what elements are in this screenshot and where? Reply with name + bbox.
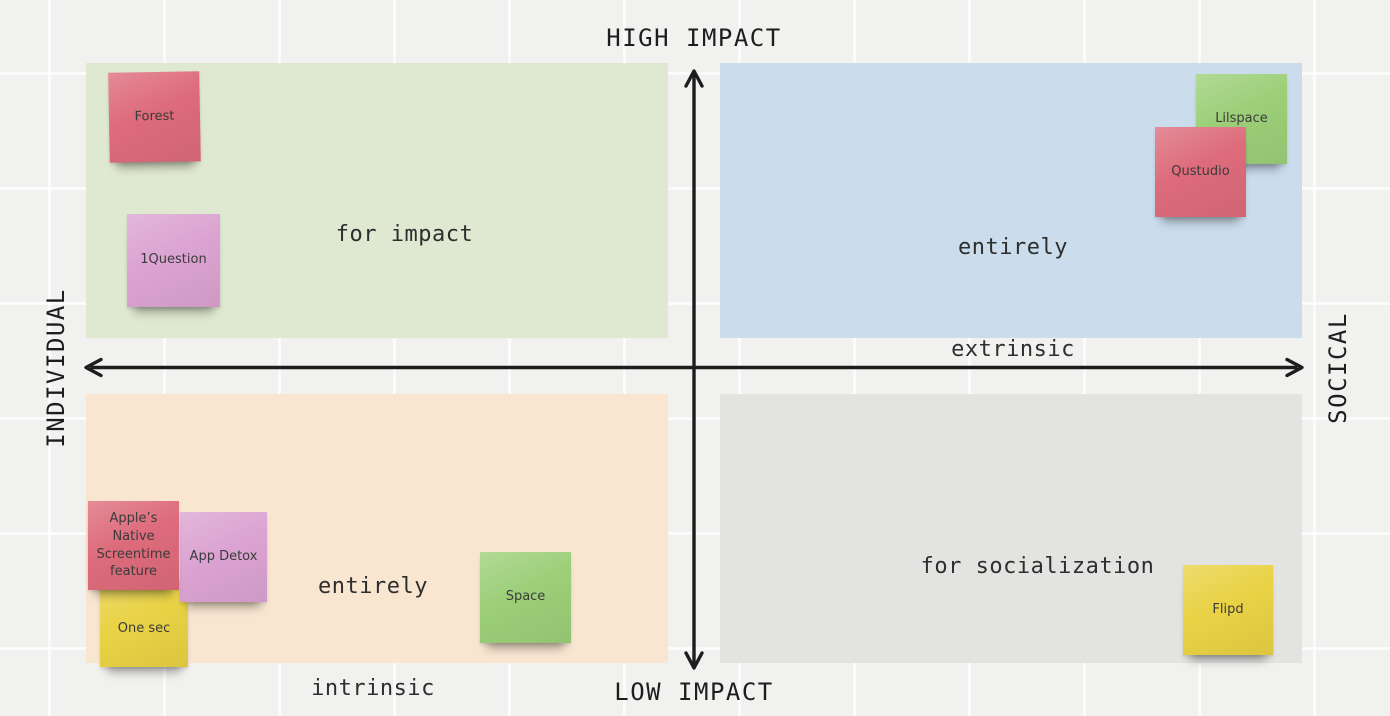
- sticky-note-apples-screentime[interactable]: Apple’s Native Screentime feature: [88, 501, 179, 590]
- sticky-note-label: App Detox: [189, 548, 258, 564]
- quadrant-label-for-impact: for impact: [227, 184, 527, 286]
- quadrant-label-text: for socialization: [920, 554, 1155, 579]
- sticky-note-label: Space: [505, 589, 546, 605]
- sticky-note-label: One sec: [117, 621, 171, 637]
- axis-label-high-impact: HIGH IMPACT: [606, 24, 782, 52]
- sticky-note-label: Apple’s Native Screentime feature: [96, 511, 171, 580]
- axis-label-low-impact: LOW IMPACT: [614, 678, 774, 706]
- axis-label-socical: SOCICAL: [1324, 312, 1352, 424]
- sticky-note-label: Qustudio: [1171, 163, 1230, 179]
- quadrant-label-entirely-intrinsic: entirely intrinsic: [223, 502, 523, 716]
- axis-label-individual: INDIVIDUAL: [42, 288, 70, 448]
- sticky-note-label: Flipd: [1212, 601, 1244, 617]
- quadrant-label-text: extrinsic: [951, 337, 1075, 362]
- sticky-note-app-detox[interactable]: App Detox: [180, 512, 267, 602]
- sticky-note-label: 1Question: [140, 252, 207, 268]
- sticky-note-label: Lilspace: [1215, 110, 1268, 126]
- quadrant-label-entirely-extrinsic: entirely extrinsic: [863, 163, 1163, 435]
- quadrant-label-text: for impact: [335, 222, 474, 247]
- sticky-note-space[interactable]: Space: [480, 552, 571, 643]
- arrowhead-down-icon: [684, 651, 704, 670]
- quadrant-label-text: intrinsic: [311, 676, 435, 701]
- sticky-note-1question[interactable]: 1Question: [127, 214, 220, 307]
- sticky-note-qustudio[interactable]: Qustudio: [1155, 127, 1246, 217]
- arrowhead-right-icon: [1285, 357, 1304, 378]
- sticky-note-forest[interactable]: Forest: [108, 71, 201, 163]
- sticky-note-flipd[interactable]: Flipd: [1183, 565, 1273, 655]
- quadrant-label-text: entirely: [318, 574, 428, 599]
- arrowhead-left-icon: [84, 357, 103, 378]
- sticky-note-label: Forest: [134, 108, 175, 124]
- arrowhead-up-icon: [684, 69, 704, 88]
- sticky-note-one-sec[interactable]: One sec: [100, 580, 188, 667]
- quadrant-label-for-socialization: for socialization: [860, 516, 1160, 618]
- quadrant-label-text: entirely: [958, 235, 1068, 260]
